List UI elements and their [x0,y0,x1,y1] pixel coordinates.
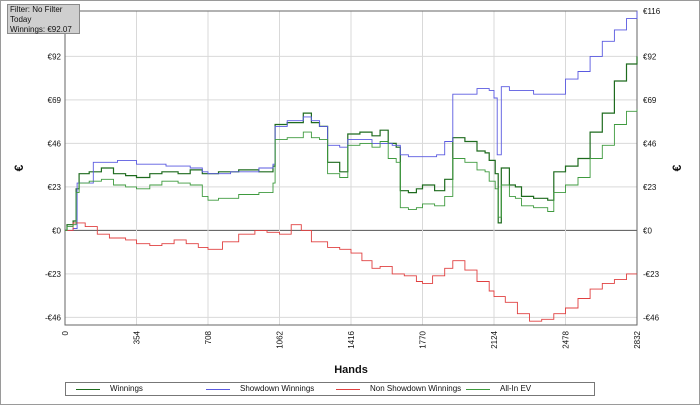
period-text: Today [10,15,32,24]
legend: Winnings Showdown Winnings Non Showdown Wi… [65,382,595,396]
y-tick-label-left: €23 [48,183,62,192]
series-line-winnings [65,56,638,231]
plot-area [64,10,638,326]
tick-labels: -€46 -€46 -€23 -€23 €0 €0 €23 €23 €46 €46 €69 €69 €9… [44,7,661,349]
legend-item: Winnings [76,383,201,395]
x-tick-label: 2832 [633,330,642,348]
x-tick-label: 1416 [347,330,356,348]
filter-text: Filter: No Filter [10,5,63,14]
y-tick-label-right: -€23 [643,270,660,279]
y-tick-label-left: €69 [48,96,62,105]
legend-swatch [206,389,230,390]
legend-label: Showdown Winnings [240,384,315,393]
winnings-total-text: Winnings: €92.07 [10,25,72,34]
x-tick-label: 0 [61,330,70,335]
y-tick-label-right: €116 [643,7,661,16]
legend-item: All-In EV [466,383,591,395]
x-tick-label: 354 [133,330,142,344]
x-tick-label: 2478 [562,330,571,348]
series-line-non-showdown-winnings [65,222,637,322]
y-tick-label-right: -€46 [643,313,660,322]
y-tick-label-right: €92 [643,52,657,61]
legend-label: All-In EV [500,384,532,393]
series-lines [65,11,638,322]
legend-item: Non Showdown Winnings [336,383,461,395]
y-tick-label-right: €46 [643,139,657,148]
legend-swatch [336,389,360,390]
x-tick-label: 1062 [276,330,285,348]
series-line-all-in-ev [65,109,638,231]
y-tick-label-left: -€46 [45,313,62,322]
y-tick-label-right: €0 [643,226,652,235]
y-tick-label-left: €46 [48,139,62,148]
x-tick-label: 1770 [419,330,428,348]
y-tick-label-left: -€23 [45,270,62,279]
legend-label: Non Showdown Winnings [370,384,462,393]
x-tick-label: 2124 [490,330,499,348]
legend-label: Winnings [110,384,143,393]
x-tick-label: 708 [204,330,213,344]
y-tick-label-left: €92 [48,52,62,61]
y-tick-label-right: €69 [643,96,657,105]
legend-swatch [76,389,100,390]
legend-swatch [466,389,490,390]
y-tick-label-right: €23 [643,183,657,192]
x-axis-label: Hands [334,364,368,376]
grid [64,10,638,325]
y-tick-label-left: €0 [52,226,61,235]
y-axis-label-left: € [12,164,26,171]
y-axis-label-right: € [670,164,684,171]
filter-info-box: Filter: No Filter Today Winnings: €92.07 [7,4,80,34]
legend-item: Showdown Winnings [206,383,331,395]
